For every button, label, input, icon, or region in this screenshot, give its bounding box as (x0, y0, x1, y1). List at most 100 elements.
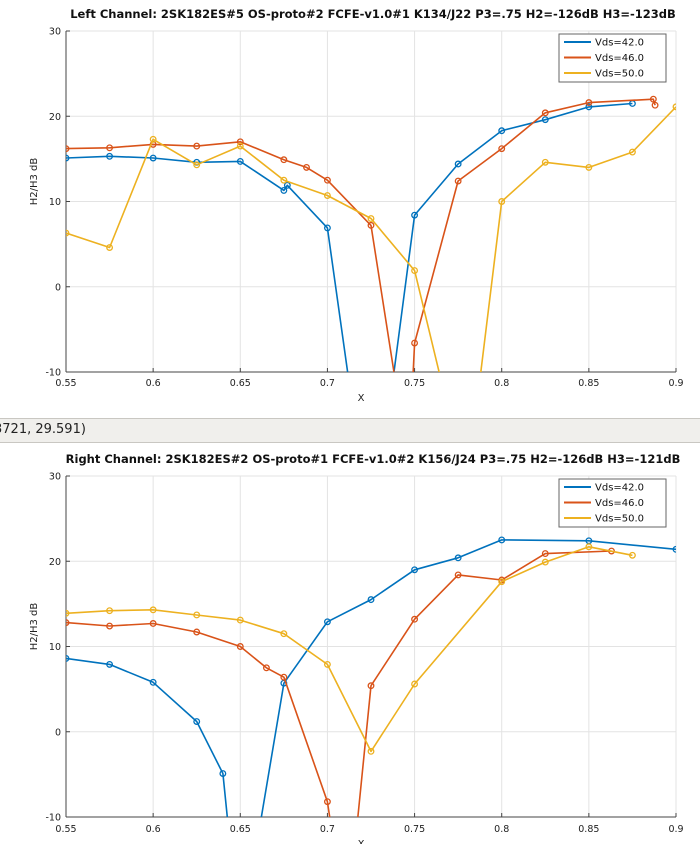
data-point (106, 144, 114, 152)
series-line-2 (66, 550, 612, 817)
data-point (411, 339, 419, 347)
data-point (454, 571, 462, 579)
series-group (66, 536, 676, 817)
data-point (628, 148, 636, 156)
data-point (303, 163, 310, 171)
data-point (236, 142, 244, 150)
y-tick-label: 30 (49, 472, 61, 483)
x-tick-label: 0.65 (230, 378, 251, 389)
y-axis-label: H2/H3 dB (29, 603, 40, 651)
data-point (149, 135, 157, 143)
series-group (66, 95, 676, 372)
data-point (367, 221, 375, 229)
data-point (283, 181, 291, 189)
data-point (498, 145, 506, 153)
data-point (411, 680, 419, 688)
data-point (323, 176, 331, 184)
data-point (106, 244, 114, 251)
data-point (411, 566, 419, 574)
data-point (280, 630, 288, 638)
x-tick-label: 0.85 (578, 824, 599, 835)
data-point (323, 224, 331, 232)
data-point (672, 545, 676, 553)
data-point (411, 211, 419, 219)
data-point (454, 160, 462, 168)
right-channel-panel: Right Channel: 2SK182ES#2 OS-proto#1 FCF… (0, 443, 700, 844)
series-line-2 (66, 98, 656, 372)
data-point (262, 664, 270, 672)
data-point (66, 229, 70, 237)
x-tick-label: 0.85 (578, 378, 599, 389)
data-point (66, 654, 70, 662)
data-point (106, 660, 114, 668)
legend-label: Vds=50.0 (595, 514, 644, 525)
data-point (651, 101, 659, 109)
chart-title: Left Channel: 2SK182ES#5 OS-proto#2 FCFE… (70, 7, 676, 21)
data-point (193, 628, 201, 636)
x-tick-label: 0.75 (404, 378, 425, 389)
status-bar: 3721, 29.591) (0, 418, 700, 443)
data-point (541, 116, 549, 124)
data-point (323, 618, 331, 626)
data-point (106, 607, 114, 615)
data-point (367, 747, 375, 755)
x-tick-label: 0.7 (320, 378, 335, 389)
data-point (367, 682, 375, 690)
x-tick-label: 0.7 (320, 824, 335, 835)
data-point (498, 127, 506, 135)
y-tick-label: 10 (49, 197, 61, 208)
y-tick-label: -10 (45, 368, 61, 379)
x-axis-label: X (358, 393, 365, 404)
data-point (280, 673, 288, 681)
data-point (585, 103, 593, 111)
data-point (672, 103, 676, 111)
data-point (236, 138, 244, 146)
legend-label: Vds=50.0 (595, 69, 644, 80)
data-point (66, 609, 70, 617)
data-point (585, 543, 593, 551)
data-point (149, 606, 157, 614)
data-point (541, 158, 549, 166)
chart-title: Right Channel: 2SK182ES#2 OS-proto#1 FCF… (66, 452, 681, 466)
data-point (454, 554, 462, 562)
y-tick-label: 0 (55, 727, 61, 738)
data-point (541, 550, 549, 558)
x-tick-label: 0.65 (230, 824, 251, 835)
data-point (367, 596, 375, 604)
data-point (106, 622, 114, 630)
data-point (498, 198, 506, 205)
data-point (541, 558, 549, 566)
data-point (628, 551, 636, 559)
data-point (66, 154, 70, 162)
data-point (585, 99, 593, 107)
data-point (66, 619, 70, 627)
data-point (367, 215, 375, 222)
data-point (411, 615, 419, 623)
x-tick-label: 0.9 (668, 378, 683, 389)
x-tick-label: 0.8 (494, 378, 509, 389)
cursor-coordinates: 3721, 29.591) (0, 422, 86, 437)
data-point (541, 109, 549, 117)
data-point (236, 157, 244, 165)
data-point (236, 643, 244, 650)
y-tick-label: 0 (55, 282, 61, 293)
x-tick-label: 0.8 (494, 824, 509, 835)
left-channel-chart: Left Channel: 2SK182ES#5 OS-proto#2 FCFE… (29, 7, 684, 404)
series-line-3 (66, 546, 633, 753)
data-point (411, 267, 419, 275)
data-point (649, 95, 657, 103)
data-point (149, 620, 157, 627)
x-tick-label: 0.55 (55, 824, 76, 835)
x-tick-label: 0.6 (146, 824, 161, 835)
data-point (66, 145, 70, 153)
series-line-1 (66, 102, 633, 372)
data-point (498, 578, 506, 586)
data-point (323, 798, 331, 806)
x-tick-label: 0.55 (55, 378, 76, 389)
legend-label: Vds=42.0 (595, 483, 644, 494)
data-point (193, 142, 201, 150)
series-line-3 (66, 106, 676, 372)
legend: Vds=42.0 Vds=46.0 Vds=50.0 (558, 33, 667, 83)
legend-label: Vds=46.0 (595, 53, 644, 64)
data-point (585, 163, 593, 171)
